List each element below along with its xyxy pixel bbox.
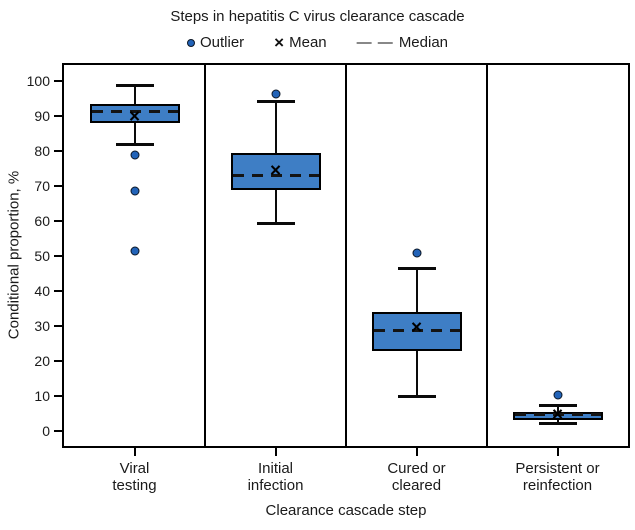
y-tick-label: 20: [34, 353, 50, 370]
y-axis-tick: [54, 220, 62, 223]
x-axis-tick: [133, 448, 136, 456]
x-axis-tick: [274, 448, 277, 456]
panel-separator: [204, 65, 206, 446]
y-axis-tick: [54, 150, 62, 153]
legend-mean-label: Mean: [289, 34, 327, 51]
panel-separator: [486, 65, 488, 446]
whisker-cap-high-persistent-or-reinfection: [538, 404, 577, 408]
mean-marker-viral-testing: ×: [128, 106, 141, 128]
y-tick-label: 80: [34, 143, 50, 160]
y-axis-tick: [54, 430, 62, 432]
y-tick-label: 40: [34, 283, 50, 300]
y-tick-label: 30: [34, 318, 50, 335]
x-category-label-line: reinfection: [522, 477, 593, 494]
mean-marker-persistent-or-reinfection: ×: [551, 404, 564, 426]
y-tick-label: 60: [34, 213, 50, 230]
y-tick-label: 90: [34, 108, 50, 125]
x-axis-title: Clearance cascade step: [265, 502, 427, 519]
x-category-label-initial-infection: Initial infection: [201, 460, 351, 494]
chart-legend: Outlier × Mean — — Median: [0, 34, 635, 51]
x-category-label-line: Viral: [119, 460, 150, 477]
box-viral-testing: [89, 104, 180, 124]
median-dash-icon: — —: [356, 34, 394, 51]
legend-outlier-label: Outlier: [199, 34, 245, 51]
mean-marker-initial-infection: ×: [269, 160, 282, 182]
x-category-label-line: Cured or: [387, 460, 446, 477]
y-tick-label: 50: [34, 248, 50, 265]
whisker-cap-high-viral-testing: [115, 83, 154, 87]
legend-item-mean: × Mean: [274, 32, 327, 52]
x-category-label-line: testing: [112, 477, 157, 494]
mean-marker-cured-or-cleared: ×: [410, 317, 423, 339]
median-line-viral-testing: [91, 109, 178, 113]
x-axis-tick: [415, 448, 418, 456]
whisker-cap-low-cured-or-cleared: [397, 395, 436, 399]
legend-median-label: Median: [398, 34, 449, 51]
y-tick-label: 70: [34, 178, 50, 195]
x-category-label-cured-or-cleared: Cured or cleared: [342, 460, 492, 494]
y-axis-tick: [54, 395, 62, 398]
x-axis-tick: [556, 448, 559, 456]
whisker-cap-low-persistent-or-reinfection: [538, 421, 577, 425]
chart-title: Steps in hepatitis C virus clearance cas…: [170, 8, 465, 25]
outlier-dot-icon: [186, 38, 195, 47]
x-category-label-line: infection: [247, 477, 304, 494]
y-axis-tick: [54, 290, 62, 293]
legend-item-outlier: Outlier: [186, 34, 245, 51]
y-tick-label: 100: [26, 73, 50, 90]
y-axis-tick: [54, 80, 62, 83]
box-initial-infection: [230, 152, 321, 190]
outlier-viral-testing: [130, 186, 139, 196]
y-axis-tick: [54, 360, 62, 363]
y-axis-tick: [54, 325, 62, 328]
outlier-viral-testing: [130, 150, 139, 160]
x-category-label-persistent-or-reinfection: Persistent or reinfection: [483, 460, 633, 494]
whisker-cap-low-initial-infection: [256, 221, 295, 225]
x-category-label-line: Persistent or: [515, 460, 600, 477]
whisker-cap-low-viral-testing: [115, 143, 154, 147]
whisker-cap-high-cured-or-cleared: [397, 267, 436, 271]
y-axis-tick: [54, 255, 62, 258]
median-line-persistent-or-reinfection: [514, 413, 601, 417]
whisker-cap-high-initial-infection: [256, 99, 295, 103]
x-category-label-viral-testing: Viral testing: [60, 460, 210, 494]
panel-separator: [345, 65, 347, 446]
y-axis-tick: [54, 185, 62, 188]
outlier-initial-infection: [271, 89, 280, 99]
legend-item-median: — — Median: [357, 34, 448, 51]
outlier-cured-or-cleared: [412, 248, 421, 258]
x-category-label-line: Initial: [257, 460, 294, 477]
outlier-viral-testing: [130, 246, 139, 256]
outlier-persistent-or-reinfection: [553, 390, 562, 400]
y-tick-label: 0: [42, 423, 50, 439]
plot-area: × × × ×: [62, 63, 630, 448]
y-axis-tick: [54, 115, 62, 118]
mean-cross-icon: ×: [274, 32, 285, 52]
median-line-cured-or-cleared: [373, 329, 460, 333]
median-line-initial-infection: [232, 174, 319, 178]
y-tick-label: 10: [34, 388, 50, 405]
x-category-label-line: cleared: [391, 477, 442, 494]
